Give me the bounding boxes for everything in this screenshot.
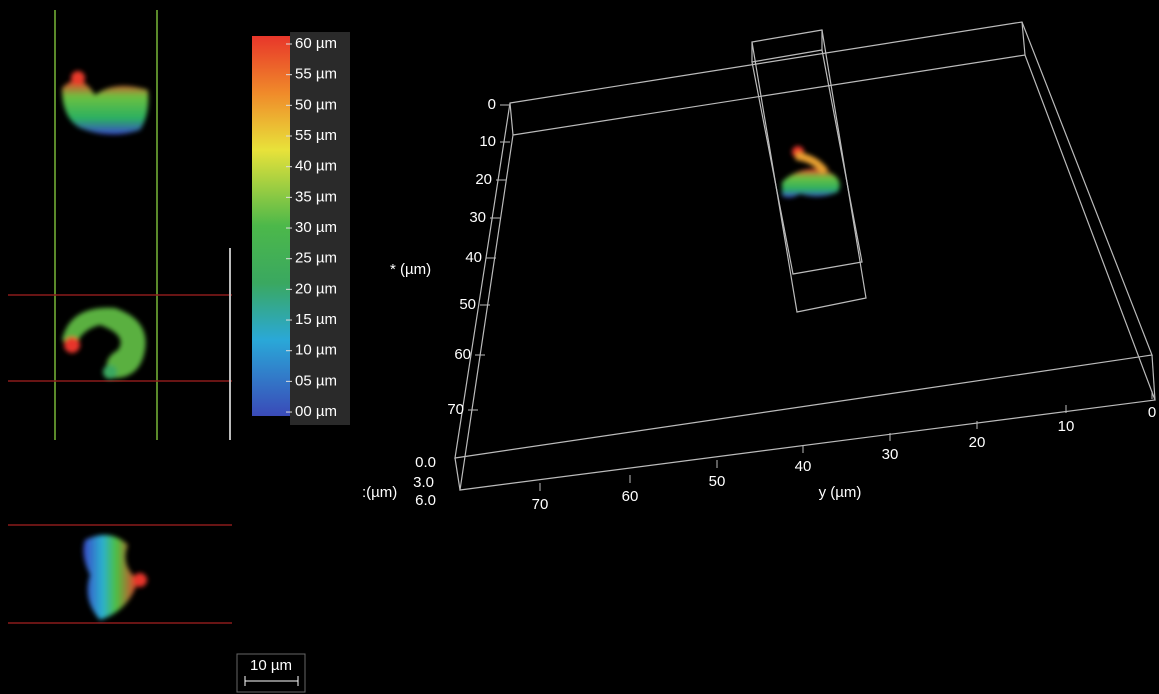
colorbar-label: 50 µm (295, 96, 337, 113)
colorbar-label: 40 µm (295, 158, 337, 175)
z-tick-label: 0.0 (415, 454, 436, 471)
y-tick-label: 50 (709, 473, 726, 490)
x-tick-label: 50 (459, 296, 476, 313)
volume-box (455, 22, 1155, 490)
colorbar-label: 55 µm (295, 127, 337, 144)
colorbar-label: 25 µm (295, 250, 337, 267)
y-axis-label: y (µm) (819, 484, 862, 501)
axes: 0 10 20 30 40 50 60 70 * (µm) 70 60 50 40 30 20 10 0 y (µ… (362, 96, 1156, 513)
colorbar-label: 30 µm (295, 219, 337, 236)
x-tick-label: 40 (465, 249, 482, 266)
colorbar (252, 36, 290, 416)
z-axis-label: :(µm) (362, 484, 397, 501)
ortho-views (8, 10, 232, 623)
figure: 60 µm 55 µm 50 µm 55 µm 40 µm 35 µm 30 µm 25 µm… (0, 0, 1159, 694)
x-tick-label: 10 (479, 133, 496, 150)
x-axis-label: * (µm) (390, 261, 431, 278)
colorbar-label: 15 µm (295, 311, 337, 328)
x-tick-label: 70 (447, 401, 464, 418)
y-tick-label: 40 (795, 458, 812, 475)
z-tick-label: 3.0 (413, 474, 434, 491)
x-tick-label: 20 (475, 171, 492, 188)
y-tick-label: 30 (882, 446, 899, 463)
colorbar-label: 20 µm (295, 280, 337, 297)
x-tick-label: 30 (469, 209, 486, 226)
page: 60 µm 55 µm 50 µm 55 µm 40 µm 35 µm 30 µm 25 µm… (0, 0, 1159, 694)
x-tick-label: 60 (454, 346, 471, 363)
x-tick-label: 0 (488, 96, 496, 113)
colorbar-label: 00 µm (295, 403, 337, 420)
colorbar-label: 60 µm (295, 35, 337, 52)
y-tick-label: 0 (1148, 404, 1156, 421)
colorbar-label: 55 µm (295, 66, 337, 83)
colorbar-label: 35 µm (295, 188, 337, 205)
y-tick-label: 70 (532, 496, 549, 513)
y-tick-label: 10 (1058, 418, 1075, 435)
scale-bar-label: 10 µm (250, 657, 292, 674)
y-tick-label: 60 (622, 488, 639, 505)
y-tick-label: 20 (969, 434, 986, 451)
colorbar-label: 10 µm (295, 342, 337, 359)
colorbar-label: 05 µm (295, 372, 337, 389)
cell-3d (782, 146, 840, 198)
z-tick-label: 6.0 (415, 492, 436, 509)
